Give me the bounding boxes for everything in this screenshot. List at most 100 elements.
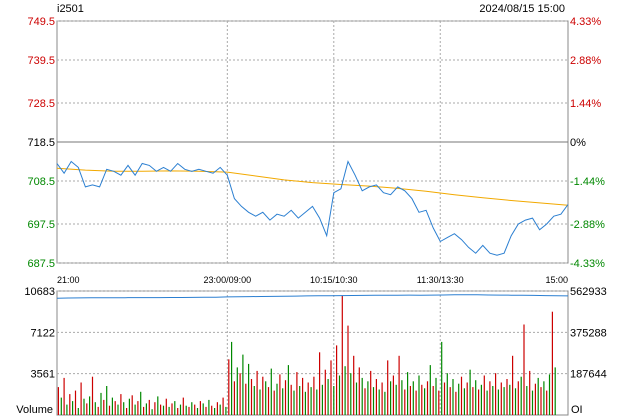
volume-bar bbox=[284, 380, 287, 415]
volume-bar bbox=[106, 386, 108, 415]
volume-bar bbox=[111, 397, 113, 415]
percent-y-tick-label: 4.33% bbox=[570, 16, 601, 28]
volume-bar bbox=[134, 404, 136, 415]
volume-bar bbox=[418, 375, 420, 415]
volume-bar bbox=[165, 398, 167, 415]
volume-bar bbox=[529, 370, 531, 415]
price-grid bbox=[57, 20, 568, 264]
price-y-tick-label: 739.5 bbox=[27, 55, 55, 67]
volume-bar bbox=[202, 403, 204, 415]
volume-bar bbox=[103, 399, 105, 415]
volume-bar bbox=[341, 295, 343, 415]
volume-bar bbox=[131, 395, 133, 415]
volume-bar bbox=[205, 406, 207, 415]
volume-bar bbox=[299, 386, 301, 415]
volume-bar bbox=[179, 404, 182, 415]
volume-bar bbox=[446, 373, 448, 415]
volume-bar bbox=[60, 397, 62, 415]
volume-bar bbox=[233, 381, 235, 415]
volume-bar bbox=[543, 381, 545, 415]
volume-bar bbox=[407, 372, 409, 415]
volume-grid bbox=[57, 290, 568, 415]
x-tick-label: 23:00/09:00 bbox=[204, 275, 252, 285]
volume-bar bbox=[495, 373, 497, 415]
volume-bar bbox=[509, 384, 511, 415]
volume-bar bbox=[310, 387, 312, 415]
volume-panel-frame bbox=[56, 290, 569, 416]
volume-bar bbox=[171, 403, 173, 415]
symbol-label: i2501 bbox=[57, 3, 84, 15]
volume-bar bbox=[216, 402, 218, 415]
price-y-tick-label: 708.5 bbox=[27, 176, 55, 188]
volume-bar bbox=[228, 359, 230, 415]
volume-bar bbox=[421, 384, 423, 415]
average-price-line bbox=[56, 167, 569, 206]
volume-bar bbox=[554, 367, 556, 415]
volume-bar bbox=[381, 382, 383, 415]
volume-bar bbox=[302, 377, 304, 415]
volume-bar bbox=[219, 404, 221, 415]
volume-bar bbox=[520, 376, 522, 415]
volume-bar bbox=[324, 369, 326, 415]
volume-bar bbox=[466, 382, 468, 415]
volume-bar bbox=[452, 379, 454, 415]
volume-bar bbox=[486, 390, 488, 415]
volume-bar bbox=[478, 389, 480, 415]
volume-bar bbox=[429, 365, 431, 415]
volume-bar bbox=[480, 384, 482, 415]
volume-bar bbox=[276, 383, 278, 415]
price-y-tick-label: 749.5 bbox=[27, 16, 55, 28]
volume-bar bbox=[208, 399, 210, 415]
volume-bar bbox=[126, 408, 128, 415]
volume-bar bbox=[387, 360, 389, 415]
oi-y-tick-label: 187644 bbox=[570, 369, 607, 381]
volume-bar bbox=[97, 406, 99, 415]
volume-bar bbox=[256, 370, 258, 415]
volume-bar bbox=[168, 406, 170, 415]
volume-bar bbox=[151, 409, 153, 415]
price-y-tick-label: 728.5 bbox=[27, 98, 55, 110]
volume-bar bbox=[267, 387, 270, 415]
volume-bar bbox=[372, 387, 375, 415]
volume-bar bbox=[469, 369, 471, 415]
oi-y-ticks-right: 562933 375288 187644 bbox=[570, 286, 607, 381]
volume-bar bbox=[412, 381, 414, 415]
volume-bar bbox=[517, 381, 519, 415]
volume-bar bbox=[236, 367, 238, 415]
volume-bar bbox=[497, 389, 499, 415]
volume-bar bbox=[290, 384, 292, 415]
volume-bar bbox=[415, 390, 417, 415]
volume-bar bbox=[80, 382, 82, 415]
volume-bar bbox=[160, 404, 162, 415]
volume-bar bbox=[460, 376, 463, 415]
volume-bar bbox=[77, 408, 79, 415]
volume-bar bbox=[145, 403, 147, 415]
volume-bar bbox=[188, 406, 190, 415]
volume-bar bbox=[307, 382, 309, 415]
volume-bar bbox=[140, 391, 142, 415]
price-line bbox=[56, 160, 569, 256]
volume-bar bbox=[375, 379, 377, 415]
volume-bar bbox=[231, 341, 233, 415]
volume-bar bbox=[358, 367, 360, 415]
volume-bar bbox=[154, 402, 156, 415]
volume-bar bbox=[66, 404, 68, 415]
volume-bar bbox=[293, 390, 295, 415]
volume-bar bbox=[270, 368, 272, 415]
volume-bar bbox=[384, 391, 386, 415]
oi-axis-label: OI bbox=[571, 404, 583, 416]
volume-bar bbox=[526, 386, 528, 415]
volume-bar bbox=[492, 386, 494, 415]
price-y-tick-label: 718.5 bbox=[27, 137, 55, 149]
volume-bar bbox=[199, 401, 201, 415]
volume-bar bbox=[194, 404, 196, 415]
volume-bar bbox=[279, 374, 281, 415]
oi-y-tick-label: 562933 bbox=[570, 286, 607, 298]
volume-bar bbox=[435, 377, 437, 415]
volume-bar bbox=[390, 381, 392, 415]
volume-bar bbox=[177, 408, 179, 415]
volume-bar bbox=[551, 311, 553, 415]
oi-y-tick-label: 375288 bbox=[570, 327, 607, 339]
price-y-ticks-right: 4.33% 2.88% 1.44% 0% -1.44% -2.88% -4.33% bbox=[570, 16, 605, 270]
